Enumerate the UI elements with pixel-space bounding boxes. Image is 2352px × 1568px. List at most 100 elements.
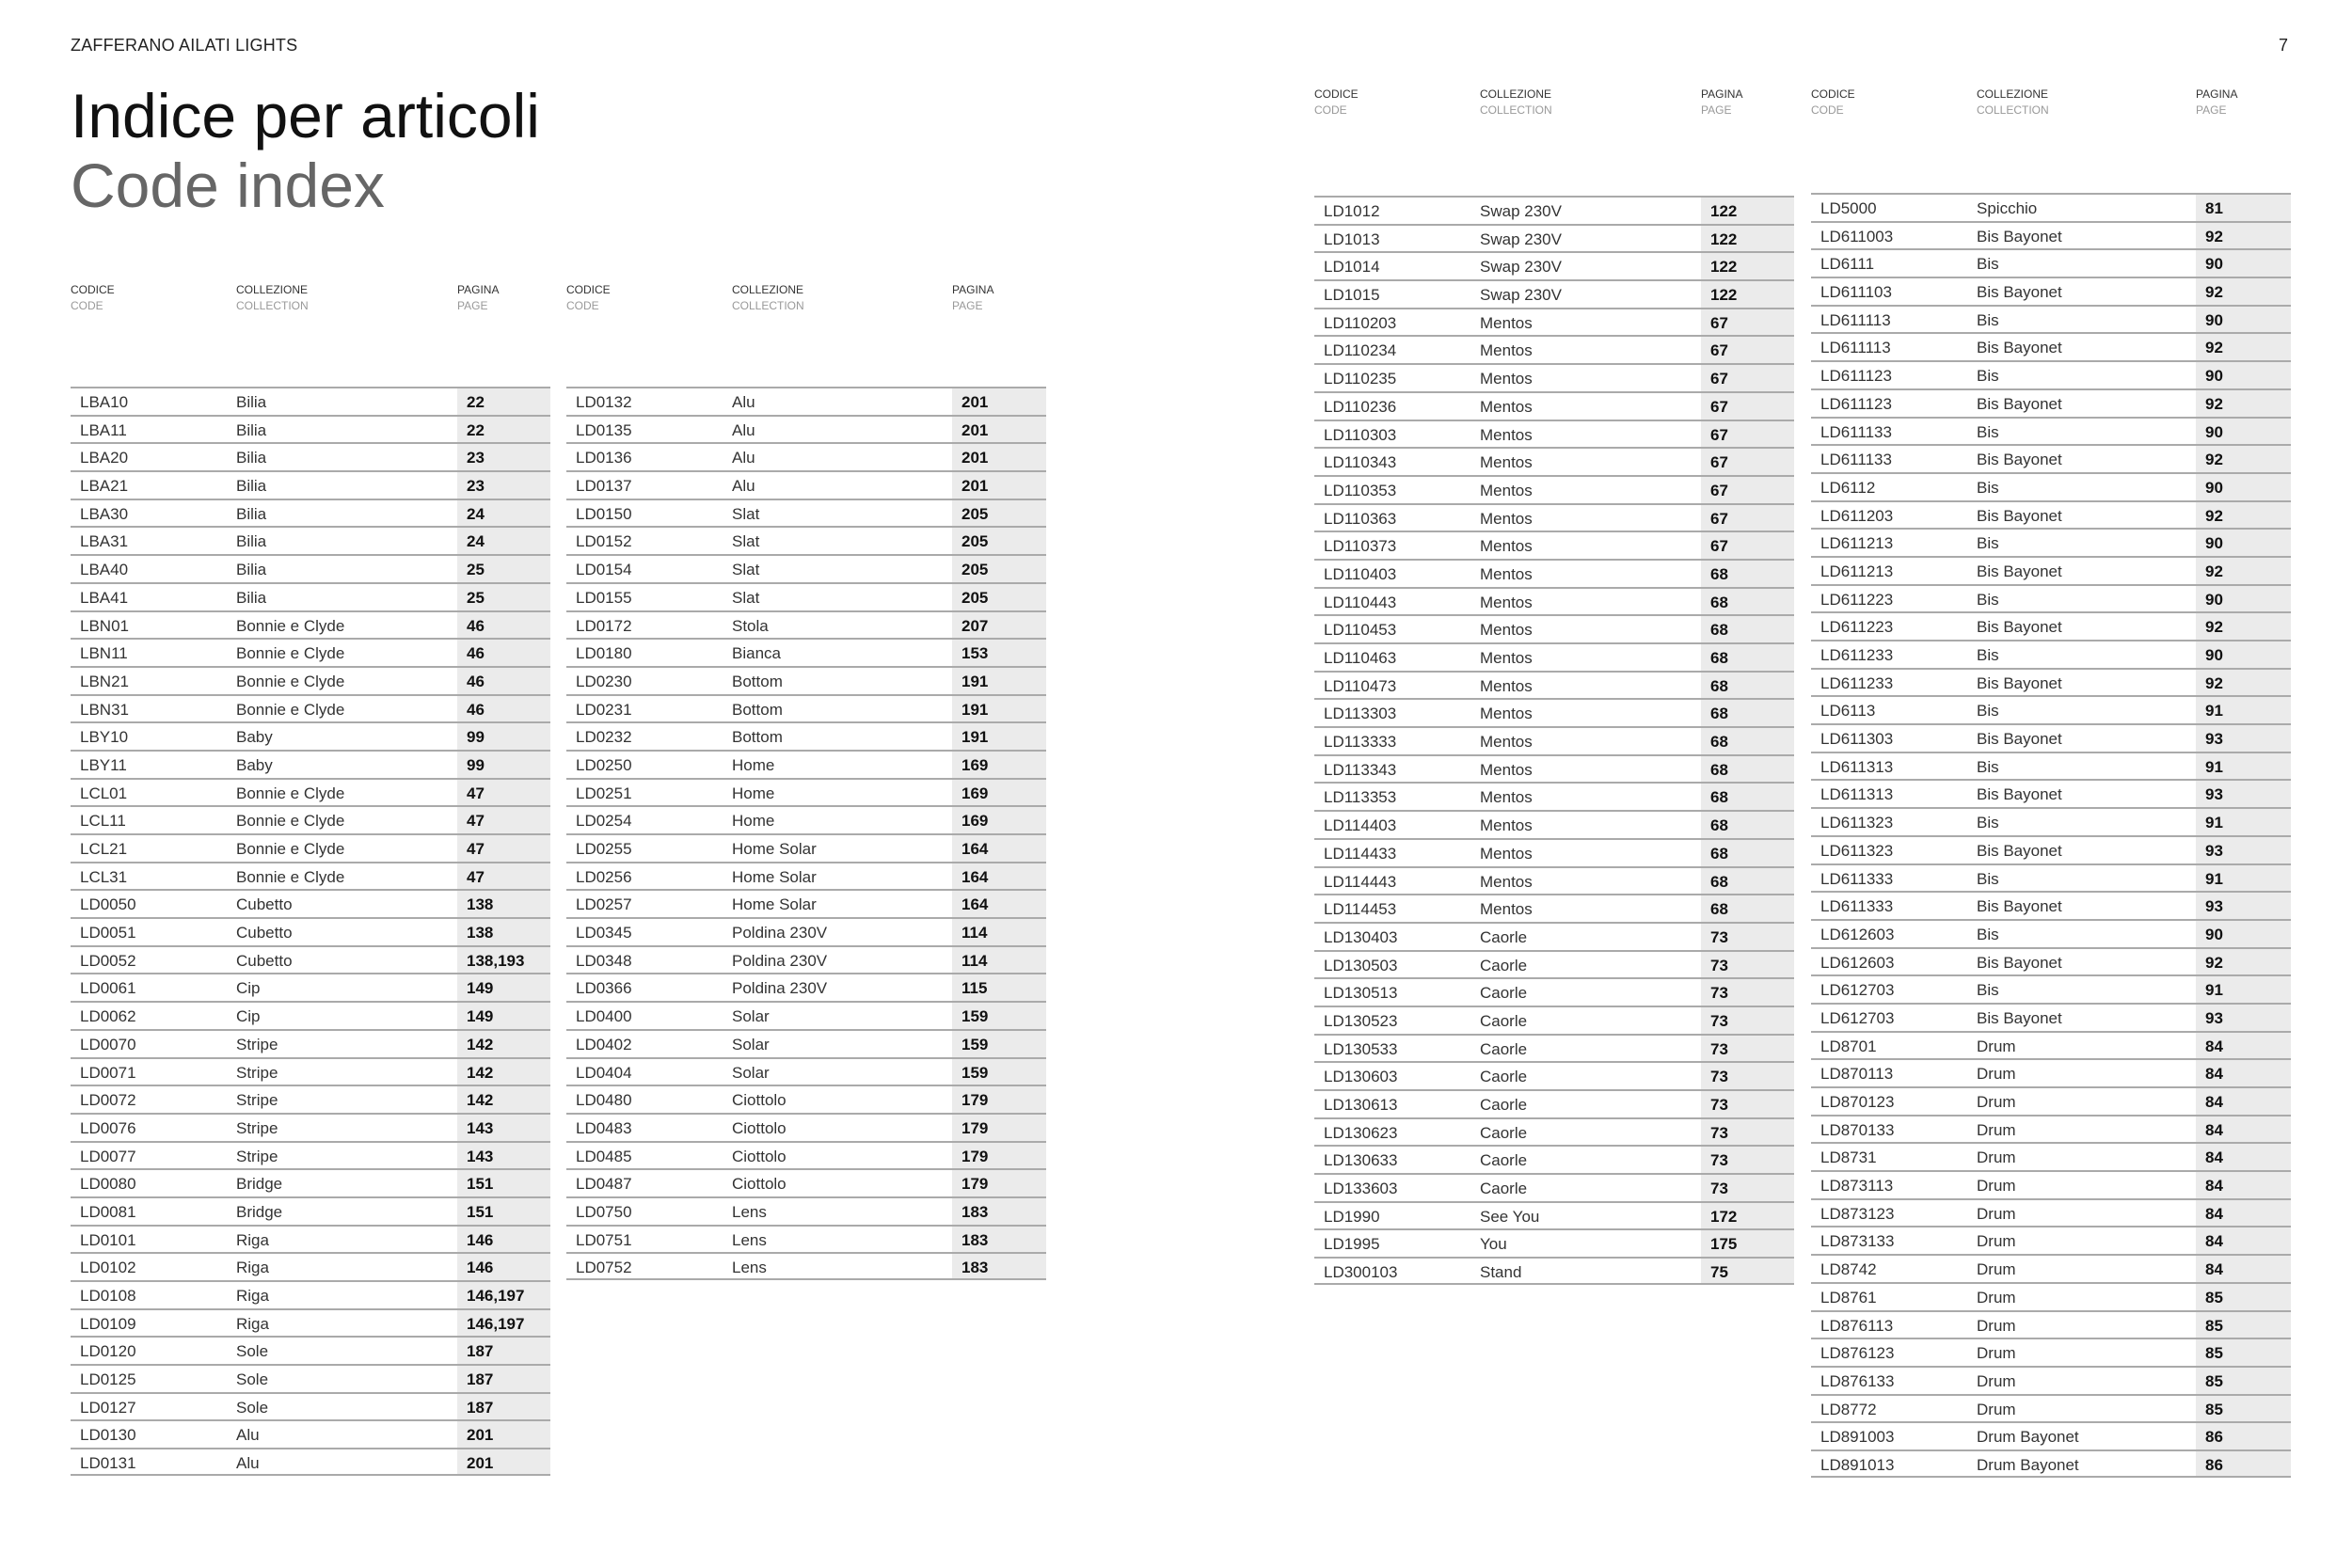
- code-cell: LD130613: [1324, 1096, 1398, 1114]
- page-cell: 92: [2196, 389, 2291, 417]
- collection-cell: Mentos: [1480, 509, 1533, 528]
- code-cell: LBY11: [80, 755, 127, 774]
- code-cell: LD611313: [1820, 785, 1894, 804]
- collection-cell: Bottom: [732, 728, 783, 747]
- page-cell: 179: [952, 1170, 1046, 1196]
- code-cell: LD611313: [1820, 757, 1894, 776]
- table-row: LD0077 Stripe 143: [71, 1140, 550, 1169]
- code-cell: LD110235: [1324, 370, 1397, 388]
- collection-cell: Mentos: [1480, 370, 1533, 388]
- table-row: LD0487 Ciottolo 179: [566, 1168, 1046, 1196]
- table-row: LD611133 Bis 90: [1811, 416, 2291, 445]
- collection-cell: Riga: [236, 1314, 269, 1333]
- page-cell: 201: [952, 416, 1046, 443]
- code-cell: LBA11: [80, 420, 127, 439]
- code-cell: LD130523: [1324, 1011, 1398, 1030]
- table-row: LD611303 Bis Bayonet 93: [1811, 723, 2291, 752]
- header-en: COLLECTION: [1480, 103, 1552, 117]
- page-cell: 99: [457, 751, 550, 778]
- table-row: LD870113 Drum 84: [1811, 1058, 2291, 1086]
- page-cell: 73: [1701, 1035, 1794, 1062]
- collection-cell: Home Solar: [732, 867, 817, 886]
- table-row: LBY10 Baby 99: [71, 721, 550, 750]
- header-it: COLLEZIONE: [1480, 87, 1552, 101]
- collection-cell: Bis: [1977, 869, 1999, 888]
- code-cell: LD110203: [1324, 313, 1397, 332]
- code-index-table: LD1012 Swap 230V 122 LD1013 Swap 230V 122 LD10…: [1314, 196, 1794, 1285]
- table-row: LD110403 Mentos 68: [1314, 558, 1794, 587]
- page-cell: 85: [2196, 1339, 2291, 1366]
- code-cell: LD891003: [1820, 1428, 1895, 1447]
- page-cell: 84: [2196, 1256, 2291, 1282]
- collection-cell: Bilia: [236, 449, 267, 467]
- collection-cell: Bis: [1977, 534, 1999, 553]
- code-cell: LD0366: [576, 979, 632, 998]
- code-cell: LD130623: [1324, 1123, 1398, 1142]
- table-row: LD611333 Bis 91: [1811, 863, 2291, 892]
- page-cell: 122: [1701, 198, 1794, 224]
- code-cell: LD873113: [1820, 1177, 1894, 1196]
- page-cell: 23: [457, 444, 550, 471]
- collection-cell: Caorle: [1480, 956, 1528, 974]
- table-row: LCL01 Bonnie e Clyde 47: [71, 777, 550, 806]
- code-cell: LD0127: [80, 1398, 136, 1417]
- table-row: LD8742 Drum 84: [1811, 1254, 2291, 1282]
- table-row: LD0257 Home Solar 164: [566, 889, 1046, 918]
- page-cell: 90: [2196, 530, 2291, 556]
- code-cell: LD611333: [1820, 869, 1894, 888]
- code-cell: LD0154: [576, 561, 632, 579]
- column-header-code: CODICE CODE: [71, 282, 115, 314]
- header-en: COLLECTION: [732, 299, 804, 312]
- page-cell: 91: [2196, 697, 2291, 724]
- collection-cell: Lens: [732, 1202, 767, 1221]
- collection-cell: Caorle: [1480, 1123, 1528, 1142]
- collection-cell: Cubetto: [236, 924, 293, 942]
- collection-cell: Mentos: [1480, 453, 1533, 472]
- page-cell: 67: [1701, 449, 1794, 475]
- page-cell: 207: [952, 611, 1046, 639]
- page-cell: 68: [1701, 728, 1794, 754]
- table-row: LD611203 Bis Bayonet 92: [1811, 499, 2291, 529]
- collection-cell: Drum: [1977, 1120, 2016, 1139]
- code-cell: LD0136: [576, 449, 632, 467]
- code-cell: LD611303: [1820, 730, 1894, 749]
- page-cell: 91: [2196, 809, 2291, 835]
- collection-cell: Drum: [1977, 1148, 2016, 1167]
- table-row: LD0076 Stripe 143: [71, 1112, 550, 1141]
- page-cell: 115: [952, 974, 1046, 1002]
- code-cell: LD0256: [576, 867, 632, 886]
- collection-cell: Bis Bayonet: [1977, 562, 2062, 580]
- table-row: LD0256 Home Solar 164: [566, 861, 1046, 890]
- page-cell: 68: [1701, 895, 1794, 922]
- table-row: LBA30 Bilia 24: [71, 498, 550, 527]
- page-cell: 164: [952, 835, 1046, 862]
- page-cell: 68: [1701, 700, 1794, 727]
- code-cell: LD0404: [576, 1063, 632, 1082]
- collection-cell: Bis Bayonet: [1977, 339, 2062, 357]
- page-cell: 93: [2196, 781, 2291, 808]
- code-cell: LD110403: [1324, 564, 1397, 583]
- header-en: CODE: [71, 299, 103, 312]
- collection-cell: Slat: [732, 504, 760, 523]
- code-cell: LD0230: [576, 672, 632, 690]
- table-row: LD0345 Poldina 230V 114: [566, 917, 1046, 945]
- table-row: LD611133 Bis Bayonet 92: [1811, 444, 2291, 472]
- table-row: LD114443 Mentos 68: [1314, 865, 1794, 895]
- table-row: LD870133 Drum 84: [1811, 1114, 2291, 1143]
- table-row: LD611323 Bis Bayonet 93: [1811, 834, 2291, 863]
- page-cell: 183: [952, 1226, 1046, 1253]
- code-cell: LD0257: [576, 895, 632, 914]
- collection-cell: Bis Bayonet: [1977, 618, 2062, 637]
- table-row: LD0052 Cubetto 138,193: [71, 944, 550, 974]
- header-it: PAGINA: [952, 283, 994, 296]
- page-cell: 73: [1701, 951, 1794, 978]
- code-cell: LD0137: [576, 477, 632, 496]
- table-row: LD130533 Caorle 73: [1314, 1033, 1794, 1062]
- table-row: LD873113 Drum 84: [1811, 1170, 2291, 1198]
- collection-cell: Cubetto: [236, 895, 293, 914]
- page-cell: 175: [1701, 1230, 1794, 1258]
- code-cell: LD891013: [1820, 1455, 1895, 1474]
- collection-cell: Bis: [1977, 981, 1999, 1000]
- collection-cell: Bis Bayonet: [1977, 283, 2062, 302]
- code-cell: LD611323: [1820, 841, 1894, 860]
